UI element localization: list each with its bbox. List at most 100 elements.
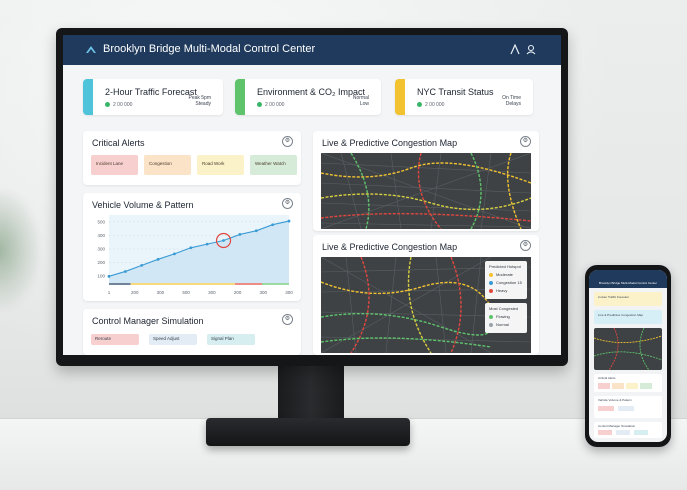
legend-label: Flowing <box>496 314 510 319</box>
monitor: Brooklyn Bridge Multi-Modal Control Cent… <box>56 28 568 366</box>
settings-gear-icon[interactable]: ⚙ <box>282 136 293 147</box>
phone-alert-chip <box>640 383 652 389</box>
kpi-title: Environment & CO₂ Impact <box>257 87 366 97</box>
legend-heading: Most Congested <box>489 306 519 311</box>
phone-kpi-card[interactable]: Live & Predictive Congestion Map <box>594 310 662 324</box>
x-tick-label: 200 <box>234 290 242 295</box>
x-tick-label: 1 <box>108 290 111 295</box>
phone-screen: Brooklyn Bridge Multi-Modal Control Cent… <box>589 270 667 442</box>
kpi-side-value: Low <box>359 101 369 107</box>
app-header: Brooklyn Bridge Multi-Modal Control Cent… <box>63 35 561 65</box>
legend-heading: Predicted Hotspot <box>489 264 521 269</box>
y-tick-label: 400 <box>97 233 105 238</box>
settings-gear-icon[interactable]: ⚙ <box>520 240 531 251</box>
congestion-map-panel-predictive: Live & Predictive Congestion Map ⚙ <box>313 235 539 355</box>
settings-gear-icon[interactable]: ⚙ <box>282 314 293 325</box>
y-tick-label: 100 <box>97 274 105 279</box>
map-legend-secondary: Most Congested Flowing Normal <box>485 303 527 333</box>
speed-adjust-button[interactable]: Speed Adjust <box>149 334 197 345</box>
kpi-accent-bar <box>235 79 245 115</box>
kpi-side-value: Delays <box>505 101 521 107</box>
settings-gear-icon[interactable]: ⚙ <box>520 136 531 147</box>
data-point <box>222 239 225 242</box>
phone-map[interactable] <box>593 327 663 371</box>
phone-alert-chip <box>598 383 610 389</box>
phone-kpi-card[interactable]: 2-Hour Traffic Forecast <box>594 292 662 306</box>
simulation-panel: Control Manager Simulation ⚙ Reroute Spe… <box>83 309 301 355</box>
kpi-traffic-forecast[interactable]: 2-Hour Traffic Forecast 2 00 000 Peak 5p… <box>83 79 223 115</box>
phone-card-label: 2-Hour Traffic Forecast <box>598 295 629 299</box>
x-tick-label: 300 <box>157 290 165 295</box>
phone-alert-chip <box>626 383 638 389</box>
kpi-transit-status[interactable]: NYC Transit Status 2 00 000 On Time Delay… <box>395 79 533 115</box>
map-roads <box>321 153 531 229</box>
alert-card[interactable]: Weather Watch <box>250 155 297 175</box>
kpi-side-label: Normal <box>352 95 369 101</box>
y-tick-label: 200 <box>97 260 105 265</box>
x-tick-label: 300 <box>260 290 268 295</box>
data-point <box>123 270 127 273</box>
critical-alerts-panel: Critical Alerts ⚙ Incident Lane Congesti… <box>83 131 301 185</box>
kpi-environment[interactable]: Environment & CO₂ Impact 2 00 000 Normal… <box>235 79 381 115</box>
vehicle-volume-panel: Vehicle Volume & Pattern ⚙ 500 400 300 200 1… <box>83 193 301 301</box>
area-fill <box>109 221 289 283</box>
phone-sim-card[interactable]: Control Manager Simulation <box>594 422 662 438</box>
kpi-side: Normal Low <box>353 95 369 107</box>
data-point <box>140 263 144 267</box>
section-title: Live & Predictive Congestion Map <box>322 242 458 252</box>
phone-chip <box>618 406 634 411</box>
legend-item: Congestion 15 <box>489 280 522 285</box>
kpi-accent-bar <box>395 79 405 115</box>
kpi-title: NYC Transit Status <box>417 87 494 97</box>
alert-card[interactable]: Road Work <box>197 155 244 175</box>
kpi-value: 2 00 000 <box>113 102 133 108</box>
alert-label: Weather Watch <box>255 161 286 166</box>
monitor-neck <box>278 364 344 424</box>
phone-volume-card[interactable]: Vehicle Volume & Pattern <box>594 396 662 418</box>
phone-card-label: Live & Predictive Congestion Map <box>598 313 644 317</box>
volume-chart: 500 400 300 200 100 1 200 300 500 300 200 300 300 <box>97 215 293 295</box>
plant-blur <box>0 190 40 310</box>
user-icon[interactable] <box>509 43 521 56</box>
signal-plan-button[interactable]: Signal Plan <box>207 334 255 345</box>
phone-alert-chip <box>612 383 624 389</box>
section-title: Critical Alerts <box>92 138 145 148</box>
kpi-side: Peak 5pm Steady <box>188 95 211 107</box>
alert-card[interactable]: Incident Lane <box>91 155 138 175</box>
settings-gear-icon[interactable]: ⚙ <box>282 198 293 209</box>
profile-icon[interactable] <box>525 44 537 56</box>
button-label: Signal Plan <box>211 336 234 341</box>
data-point <box>271 223 275 227</box>
series-line <box>108 220 290 277</box>
x-tick-label: 500 <box>182 290 190 295</box>
kpi-title: 2-Hour Traffic Forecast <box>105 87 197 97</box>
phone-card-label: Vehicle Volume & Pattern <box>598 398 632 402</box>
data-point <box>107 274 111 278</box>
alert-label: Road Work <box>202 161 225 166</box>
phone-alerts-card[interactable]: Critical Alerts <box>594 374 662 392</box>
reroute-button[interactable]: Reroute <box>91 334 139 345</box>
data-point <box>287 219 291 223</box>
legend-label: Moderate <box>496 272 513 277</box>
data-point <box>254 229 258 233</box>
status-dot-icon <box>105 102 110 107</box>
kpi-value: 2 00 000 <box>265 102 285 108</box>
legend-item: Flowing <box>489 314 510 319</box>
phone-chip <box>598 406 614 411</box>
legend-label: Normal <box>496 322 509 327</box>
congestion-map[interactable] <box>321 153 531 229</box>
legend-dot-icon <box>489 280 493 285</box>
legend-dot-icon <box>489 314 493 319</box>
phone-chip <box>598 430 612 435</box>
phone-title: Brooklyn Bridge Multi-Modal Control Cent… <box>599 281 657 285</box>
kpi-side-label: On Time <box>502 95 521 101</box>
phone-map-roads <box>593 327 663 371</box>
predictive-congestion-map[interactable]: Predicted Hotspot Moderate Congestion 15… <box>321 257 531 353</box>
alert-label: Congestion <box>149 161 172 166</box>
data-point <box>189 246 193 250</box>
x-tick-label: 200 <box>131 290 139 295</box>
kpi-side-value: Steady <box>195 101 211 107</box>
legend-item: Normal <box>489 322 509 327</box>
map-legend-primary: Predicted Hotspot Moderate Congestion 15… <box>485 261 527 299</box>
alert-card[interactable]: Congestion <box>144 155 191 175</box>
